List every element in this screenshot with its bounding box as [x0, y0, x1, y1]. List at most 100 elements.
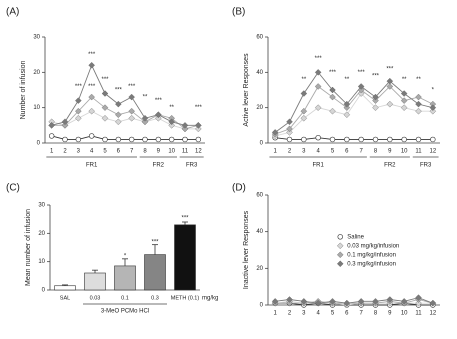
marker	[168, 122, 175, 129]
x-tick-label: 12	[429, 149, 436, 155]
x-tick-label: 0.03	[90, 295, 101, 301]
marker	[336, 260, 344, 268]
marker	[344, 136, 350, 143]
significance-mark: **	[301, 77, 306, 83]
marker	[128, 107, 135, 115]
y-tick-label: 20	[38, 231, 45, 237]
x-tick-label: 0.3	[151, 295, 159, 301]
x-tick-label: SAL	[60, 295, 70, 301]
series-line	[275, 85, 434, 135]
x-tick-label: 5	[331, 149, 335, 155]
significance-mark: ***	[358, 70, 366, 76]
marker	[429, 104, 437, 111]
marker	[343, 104, 351, 111]
y-tick-label: 0	[260, 141, 264, 147]
legend-label: Saline	[347, 234, 364, 240]
marker	[128, 136, 135, 143]
x-tick-label: 3	[302, 311, 306, 317]
bar	[174, 224, 196, 291]
group-label: FR1	[86, 163, 98, 169]
marker	[168, 118, 175, 126]
marker	[195, 125, 202, 133]
significance-mark: ***	[181, 215, 189, 221]
marker	[372, 104, 379, 111]
marker	[386, 83, 394, 90]
x-tick-label: 2	[288, 149, 292, 155]
marker	[195, 122, 202, 129]
significance-mark: **	[416, 77, 421, 83]
marker	[337, 234, 343, 240]
marker	[88, 133, 95, 139]
marker	[329, 93, 336, 101]
panel-label: (D)	[232, 183, 246, 194]
group-label: FR2	[153, 163, 165, 169]
significance-mark: ***	[315, 56, 323, 62]
panel-label: (A)	[6, 7, 19, 18]
marker	[101, 104, 109, 111]
y-tick-label: 60	[256, 35, 263, 41]
y-tick-label: 0	[260, 303, 264, 309]
group-label: FR3	[186, 163, 198, 169]
marker	[271, 298, 279, 305]
marker	[387, 136, 393, 143]
legend-label: 0.3 mg/kg/infusion	[347, 261, 396, 267]
x-tick-label: 11	[415, 311, 422, 317]
significance-mark: ***	[195, 105, 203, 111]
marker	[400, 298, 408, 305]
marker	[314, 104, 322, 111]
x-tick-label: 7	[359, 311, 363, 317]
marker	[343, 100, 351, 108]
y-tick-label: 10	[33, 105, 40, 111]
marker	[372, 97, 379, 104]
x-tick-label: 12	[429, 311, 436, 317]
significance-mark: ***	[88, 52, 96, 58]
significance-mark: *	[124, 254, 127, 260]
marker	[142, 136, 148, 143]
marker	[195, 136, 202, 143]
marker	[415, 136, 422, 143]
marker	[329, 86, 336, 94]
y-tick-label: 10	[38, 259, 45, 265]
marker	[182, 136, 188, 143]
x-tick-label: 12	[195, 149, 202, 155]
y-tick-label: 40	[256, 229, 263, 235]
series-line	[275, 92, 433, 137]
x-tick-label: 4	[90, 149, 94, 155]
marker	[286, 299, 293, 307]
significance-mark: **	[169, 105, 174, 111]
marker	[168, 136, 175, 143]
x-tick-label: 4	[316, 311, 320, 317]
significance-mark: ***	[386, 66, 394, 72]
significance-mark: ***	[128, 84, 136, 90]
x-tick-label: 4	[316, 149, 320, 155]
marker	[300, 114, 308, 122]
marker	[336, 251, 344, 259]
marker	[314, 299, 322, 307]
marker	[358, 136, 364, 143]
marker	[286, 125, 293, 133]
marker	[141, 118, 149, 126]
series-line	[51, 110, 199, 130]
y-tick-label: 60	[256, 193, 263, 199]
marker	[372, 298, 379, 305]
marker	[301, 136, 307, 143]
x-tick-label: 0.1	[121, 295, 129, 301]
y-axis-label: Active lever Responses	[243, 53, 250, 127]
marker	[357, 83, 365, 90]
marker	[300, 107, 308, 115]
x-tick-label: 8	[374, 311, 378, 317]
marker	[128, 114, 135, 122]
marker	[429, 107, 437, 115]
marker	[75, 114, 82, 122]
marker	[415, 107, 422, 115]
x-tick-label: 1	[273, 311, 277, 317]
marker	[315, 135, 321, 141]
significance-mark: ***	[151, 239, 159, 245]
x-tick-label: 5	[103, 149, 107, 155]
significance-mark: **	[344, 77, 349, 83]
significance-mark: *	[432, 88, 435, 94]
series-line	[274, 71, 433, 133]
x-tick-label: 2	[63, 149, 67, 155]
marker	[286, 118, 293, 126]
x-tick-label: 7	[130, 149, 134, 155]
